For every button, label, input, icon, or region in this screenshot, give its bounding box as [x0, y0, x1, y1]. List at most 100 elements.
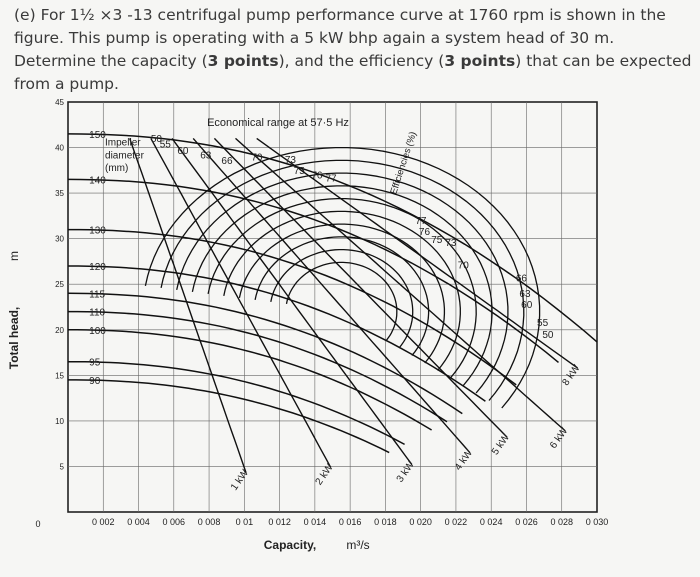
power-curve-5kW	[213, 137, 508, 438]
efficiency-curve-70	[223, 210, 461, 371]
efficiency-curve-73	[238, 223, 446, 364]
head-curve-130	[68, 228, 517, 386]
diameter-title-line3: (mm)	[105, 163, 128, 174]
power-curve-3kW	[171, 137, 413, 466]
y-tick-label: 45	[55, 98, 64, 107]
y-tick-label: 20	[55, 326, 64, 335]
power-label-4kW: 4 kW	[453, 447, 475, 472]
efficiency-label-top-63: 63	[200, 150, 212, 161]
head-curve-90	[68, 379, 390, 454]
power-curve-4kW	[192, 137, 471, 454]
efficiency-label-right-77: 77	[415, 216, 427, 227]
y-tick-label: 30	[55, 235, 64, 244]
x-tick-label: 0 004	[127, 517, 150, 527]
y-tick-label: 10	[55, 417, 64, 426]
y-axis-unit: m	[7, 251, 21, 261]
y-axis-label: Total head,	[7, 307, 21, 369]
diameter-label-95: 95	[89, 358, 101, 369]
diameter-label-130: 130	[89, 226, 106, 237]
power-label-3kW: 3 kW	[395, 459, 417, 484]
efficiency-curve-55	[160, 159, 525, 401]
x-tick-label: 0 022	[445, 517, 468, 527]
diameter-label-100: 100	[89, 326, 106, 337]
efficiency-label-right-63: 63	[519, 289, 531, 300]
x-tick-label: 0 008	[198, 517, 221, 527]
efficiency-label-top-55: 55	[160, 140, 172, 151]
efficiency-label-right-66: 66	[516, 273, 528, 284]
efficiency-label-top-73: 73	[285, 155, 297, 166]
question-text-1: For 1½ ×3 -13 centrifugal pump performan…	[14, 6, 666, 70]
efficiency-curve-76	[270, 248, 414, 349]
y-tick-label: 35	[55, 189, 64, 198]
x-tick-label: 0 026	[515, 517, 538, 527]
efficiency-label-top-66: 66	[221, 156, 233, 167]
power-label-5kW: 5 kW	[490, 432, 512, 457]
x-tick-label: 0 016	[339, 517, 362, 527]
efficiency-label-right-73: 73	[445, 238, 457, 249]
chart-grid	[67, 101, 598, 513]
x-axis-unit: m³/s	[346, 538, 369, 552]
x-tick-label: 0 01	[236, 517, 254, 527]
efficiency-label-top-70: 70	[251, 152, 263, 163]
points-capacity: 3 points	[207, 52, 279, 70]
x-tick-label: 0 018	[374, 517, 397, 527]
head-curve-140	[67, 178, 559, 363]
diameter-title-line2: diameter	[105, 150, 145, 161]
efficiency-curve-63	[191, 185, 493, 386]
efficiency-curve-60	[176, 172, 509, 394]
x-tick-label-origin: 0	[35, 519, 40, 529]
y-tick-label: 15	[55, 371, 64, 380]
y-tick-label: 5	[60, 462, 65, 471]
head-curve-95	[68, 360, 405, 446]
pump-performance-figure: 0 002 0 004 0 006 0 008 0 01 0 012 0 014 0 016 0…	[0, 90, 700, 572]
x-tick-label: 0 020	[409, 517, 432, 527]
diameter-title-line1: Impeller	[105, 138, 141, 149]
chart-curves	[67, 133, 598, 474]
power-curve-6kW	[235, 137, 566, 432]
efficiency-label-right-60: 60	[521, 300, 533, 311]
question-text-3: ) that can be expected from a pump.	[14, 52, 692, 93]
pump-performance-chart: 0 002 0 004 0 006 0 008 0 01 0 012 0 014 0 016 0…	[7, 98, 609, 552]
efficiency-curve-50	[144, 146, 541, 409]
diameter-label-90: 90	[89, 376, 101, 387]
part-label: (e)	[14, 6, 36, 24]
power-curve-2kW	[150, 138, 332, 468]
efficiency-label-right-70: 70	[458, 261, 470, 272]
head-curve-100	[68, 329, 432, 431]
efficiency-label-right-75: 75	[431, 235, 443, 246]
efficiency-label-top-50: 50	[151, 134, 163, 145]
points-efficiency: 3 points	[444, 52, 516, 70]
x-tick-label: 0 002	[92, 517, 115, 527]
chart-title: Economical range at 57·5 Hz	[207, 117, 349, 129]
efficiency-label-right-55: 55	[537, 318, 549, 329]
x-tick-label: 0 030	[586, 517, 609, 527]
efficiency-label-top-75: 75	[294, 166, 306, 177]
efficiency-label-top-76: 76	[311, 171, 323, 182]
power-curve-1kW	[129, 138, 247, 474]
x-tick-label: 0 006	[163, 517, 186, 527]
question-text-2: ), and the efficiency (	[278, 52, 445, 70]
efficiency-curve-66	[207, 197, 477, 379]
efficiency-curve-77	[285, 261, 398, 341]
power-label-1kW: 1 kW	[229, 467, 251, 492]
efficiency-label-right-50: 50	[542, 330, 554, 341]
efficiency-label-top-77: 77	[325, 173, 337, 184]
efficiency-label-right-76: 76	[419, 227, 431, 238]
diameter-label-140: 140	[89, 175, 106, 186]
head-curve-110	[68, 310, 448, 423]
y-tick-label: 25	[55, 280, 64, 289]
diameter-label-120: 120	[89, 262, 106, 273]
efficiency-title: Efficiencies (%)	[388, 130, 419, 196]
x-tick-label: 0 014	[304, 517, 327, 527]
head-curve-150	[67, 133, 598, 343]
head-curve-115	[67, 292, 463, 415]
power-label-6kW: 6 kW	[548, 425, 570, 450]
diameter-label-110: 110	[89, 308, 105, 319]
head-curve-120	[68, 265, 486, 402]
chart-frame	[67, 101, 598, 513]
x-tick-label: 0 028	[550, 517, 573, 527]
diameter-label-115: 115	[89, 289, 105, 300]
power-label-2kW: 2 kW	[314, 462, 336, 487]
x-tick-label: 0 012	[268, 517, 291, 527]
x-tick-label: 0 024	[480, 517, 503, 527]
